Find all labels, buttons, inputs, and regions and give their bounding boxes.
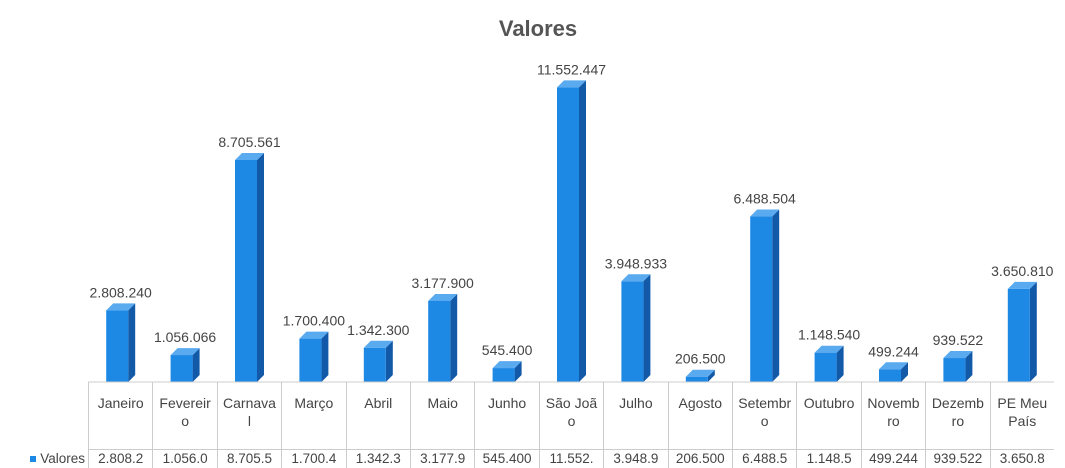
table-value: 499.244 — [860, 450, 925, 468]
chart-title: Valores — [499, 16, 577, 41]
bar-side — [901, 362, 908, 382]
data-label: 3.650.810 — [991, 263, 1053, 279]
x-tick-label: Setembro — [732, 382, 797, 450]
legend-swatch — [30, 456, 37, 463]
table-value: 8.705.5 — [216, 450, 281, 468]
x-tick-label: São João — [538, 382, 604, 450]
bar-top — [428, 293, 458, 301]
bar — [814, 352, 837, 382]
legend-entry: Valores — [0, 450, 88, 468]
table-value: 11.552. — [538, 450, 603, 468]
x-tick-label: Junho — [474, 382, 539, 450]
bar-side — [385, 340, 393, 382]
table-value: 6.488.5 — [732, 450, 796, 468]
data-label: 11.552.447 — [537, 61, 606, 77]
bar-side — [1029, 281, 1037, 382]
bar-top — [621, 274, 651, 282]
x-tick-label: Janeiro — [88, 382, 153, 450]
x-tick-label: Carnaval — [216, 382, 282, 450]
data-label: 1.056.066 — [154, 329, 216, 345]
x-tick-label: Março — [281, 382, 346, 450]
table-value: 1.148.5 — [796, 450, 860, 468]
bar — [428, 300, 451, 382]
bar-top — [879, 362, 908, 370]
bar-top — [492, 361, 522, 369]
bar — [879, 369, 901, 382]
data-label: 939.522 — [933, 332, 984, 348]
data-label: 1.700.400 — [283, 313, 345, 329]
bar-side — [321, 331, 329, 382]
bar — [492, 368, 515, 382]
legend-label: Valores — [40, 451, 85, 466]
bar-side — [772, 209, 780, 382]
bar-top — [1007, 281, 1037, 289]
data-label: 545.400 — [482, 342, 533, 358]
bar-side — [707, 369, 715, 382]
bar — [557, 87, 579, 383]
table-value: 939.522 — [925, 450, 989, 468]
x-tick-label: Julho — [603, 382, 668, 450]
bar — [685, 376, 708, 382]
bar-top — [170, 348, 200, 356]
bar-top — [299, 331, 329, 339]
bar-side — [965, 351, 973, 382]
x-tick-label: Abril — [345, 382, 410, 450]
bar-top — [235, 153, 264, 161]
bar — [299, 338, 322, 382]
bar-top — [750, 209, 780, 217]
table-value: 1.056.0 — [152, 450, 216, 468]
x-tick-label: Novembro — [860, 382, 926, 450]
bar — [943, 358, 966, 382]
table-value: 3.650.8 — [989, 450, 1054, 468]
data-label: 2.808.240 — [90, 284, 152, 300]
bar — [235, 160, 257, 382]
data-label: 499.244 — [868, 343, 919, 359]
bar-top — [943, 351, 973, 359]
x-tick-label: Outubro — [796, 382, 861, 450]
data-label: 8.705.561 — [218, 134, 280, 150]
bar-side — [836, 345, 844, 382]
x-tick-label: PE Meu País — [989, 382, 1054, 450]
x-tick-label: Agosto — [667, 382, 732, 450]
bar — [1007, 288, 1030, 382]
table-value: 206.500 — [667, 450, 732, 468]
table-value: 3.177.9 — [410, 450, 474, 468]
bar-top — [685, 369, 715, 377]
bar-side — [643, 274, 651, 382]
bar-side — [257, 153, 264, 382]
bar-top — [363, 340, 393, 348]
bar-top — [106, 303, 136, 311]
bar-top — [814, 345, 844, 353]
bar — [170, 355, 193, 382]
bar — [621, 281, 644, 382]
data-label: 3.177.900 — [412, 275, 474, 291]
bar-side — [192, 348, 200, 382]
data-label: 6.488.504 — [734, 191, 796, 207]
x-tick-label: Fevereiro — [152, 382, 217, 450]
x-tick-label: Dezembro — [925, 382, 990, 450]
bar-side — [450, 293, 458, 382]
bar — [106, 310, 129, 382]
bar-side — [579, 80, 586, 383]
table-value: 1.700.4 — [281, 450, 345, 468]
data-label: 1.342.300 — [347, 322, 409, 338]
bar-top — [557, 80, 586, 88]
bar-side — [514, 361, 522, 382]
data-label: 206.500 — [675, 351, 726, 367]
table-value: 3.948.9 — [603, 450, 667, 468]
x-tick-label: Maio — [410, 382, 475, 450]
data-label: 3.948.933 — [605, 255, 667, 271]
bar — [363, 347, 386, 382]
table-value: 545.400 — [474, 450, 538, 468]
data-label: 1.148.540 — [798, 327, 860, 343]
table-value: 1.342.3 — [345, 450, 410, 468]
bar-side — [128, 303, 136, 382]
bar — [750, 216, 773, 382]
table-value: 2.808.2 — [88, 450, 152, 468]
